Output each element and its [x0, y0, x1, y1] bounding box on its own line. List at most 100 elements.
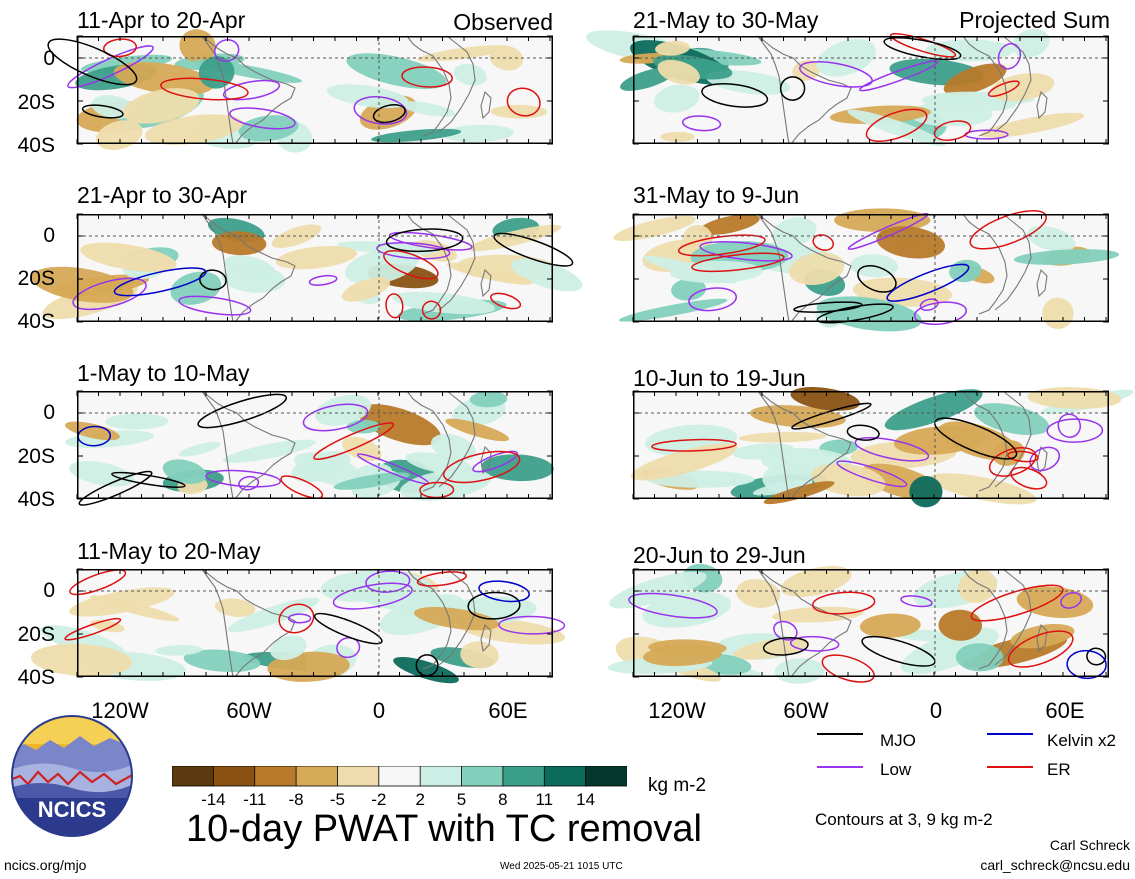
- wave-contour: [467, 591, 521, 620]
- coastline: [1036, 623, 1048, 653]
- colorbar-swatch: [337, 766, 380, 787]
- colorbar-swatch: [378, 766, 421, 787]
- colorbar-tick-label: 8: [498, 790, 508, 809]
- panel-frame: [77, 569, 553, 677]
- pwat-anomaly-area: [792, 60, 821, 81]
- pwat-anomaly-area: [221, 264, 286, 293]
- wave-contour: [278, 603, 315, 634]
- map-panel: [607, 563, 1109, 684]
- wave-contour: [388, 231, 473, 251]
- panel-frame: [77, 391, 553, 499]
- pwat-anomaly-area: [105, 413, 169, 430]
- lat-label: 40S: [17, 488, 55, 511]
- wave-contour: [493, 232, 574, 267]
- wave-contour: [385, 293, 404, 319]
- wave-contour: [421, 300, 442, 320]
- pwat-anomaly-area: [1013, 249, 1120, 265]
- wave-contour: [205, 469, 282, 488]
- wave-contour: [886, 263, 970, 302]
- coastline: [994, 35, 1032, 133]
- wave-contour: [160, 77, 249, 101]
- coastline: [480, 623, 492, 653]
- lat-label: 0: [43, 401, 55, 424]
- pwat-anomaly-area: [469, 391, 508, 408]
- pwat-anomaly-area: [789, 252, 845, 286]
- wave-contour: [762, 637, 809, 656]
- pwat-anomaly-area: [772, 217, 817, 246]
- lon-label: 60E: [488, 698, 528, 723]
- coastline: [1036, 268, 1048, 298]
- pwat-anomaly-area: [145, 114, 243, 145]
- pwat-anomaly-area: [333, 472, 410, 490]
- wave-contour: [498, 615, 566, 635]
- pwat-anomaly-area: [699, 214, 760, 235]
- coastline: [201, 390, 234, 500]
- wave-contour: [313, 422, 395, 461]
- panel-title: 31-May to 9-Jun: [633, 182, 800, 208]
- panel-frame: [77, 36, 553, 144]
- coastline: [201, 35, 296, 145]
- lat-label: 40S: [17, 134, 55, 157]
- wave-contour: [419, 481, 455, 499]
- pwat-anomaly-area: [326, 84, 409, 109]
- wave-contour: [372, 104, 406, 124]
- pwat-anomaly-area: [413, 606, 500, 631]
- pwat-anomaly-area: [654, 84, 700, 113]
- wave-contour: [385, 228, 464, 253]
- coastline: [201, 568, 296, 678]
- lat-label: 20S: [17, 623, 55, 646]
- pwat-anomaly-area: [511, 258, 583, 292]
- wave-contour: [336, 637, 361, 659]
- wave-contour: [506, 87, 541, 117]
- legend-er-swatch: [987, 766, 1033, 768]
- colorbar-swatch: [502, 766, 545, 787]
- lon-label: 60W: [226, 698, 272, 723]
- coastline: [438, 213, 476, 311]
- wave-contour: [111, 471, 186, 488]
- pwat-anomaly-area: [811, 463, 886, 497]
- legend-kelvin-swatch: [987, 733, 1033, 735]
- wave-contour: [688, 287, 738, 312]
- wave-contour: [1010, 466, 1048, 490]
- coastline: [201, 390, 296, 500]
- lon-label: 120W: [91, 698, 149, 723]
- pwat-anomaly-area: [660, 131, 695, 142]
- wave-contour: [287, 613, 312, 624]
- colorbar-swatch: [172, 766, 215, 787]
- coastline: [480, 268, 492, 298]
- pwat-anomaly-area: [431, 433, 476, 462]
- wave-contour: [889, 33, 957, 58]
- pwat-anomaly-area: [943, 63, 1007, 96]
- legend-low-label: Low: [880, 760, 912, 779]
- footer-author: Carl Schreck: [1049, 837, 1130, 853]
- pwat-anomaly-area: [371, 128, 462, 143]
- pwat-anomaly-area: [925, 39, 1014, 62]
- pwat-anomaly-area: [314, 394, 372, 426]
- pwat-anomaly-area: [113, 62, 215, 95]
- coastline: [201, 35, 234, 145]
- lon-label: 60W: [783, 698, 829, 723]
- lon-label: 0: [929, 698, 943, 723]
- wave-contour: [1086, 647, 1107, 666]
- coastline: [201, 213, 234, 323]
- coastline: [438, 568, 476, 666]
- lat-label: 20S: [17, 267, 55, 290]
- pwat-anomaly-area: [460, 641, 499, 669]
- coastline: [1036, 90, 1048, 120]
- wave-contour: [214, 39, 240, 62]
- pwat-anomaly-area: [178, 441, 221, 457]
- colorbar-tick-label: 5: [456, 790, 467, 809]
- pwat-anomaly-area: [671, 278, 707, 301]
- coastline: [757, 568, 790, 678]
- logo-icon: NCICS: [11, 715, 133, 837]
- pwat-anomaly-area: [453, 63, 487, 86]
- coastline: [201, 568, 234, 678]
- ncics-logo: NCICS: [10, 714, 134, 838]
- pwat-anomaly-area: [64, 421, 120, 441]
- colorbar-swatch: [461, 766, 504, 787]
- wave-contour: [799, 61, 873, 88]
- pwat-anomaly-area: [489, 45, 524, 71]
- panel-frame: [633, 214, 1109, 322]
- panel-frame: [77, 214, 553, 322]
- pwat-anomaly-area: [399, 101, 456, 117]
